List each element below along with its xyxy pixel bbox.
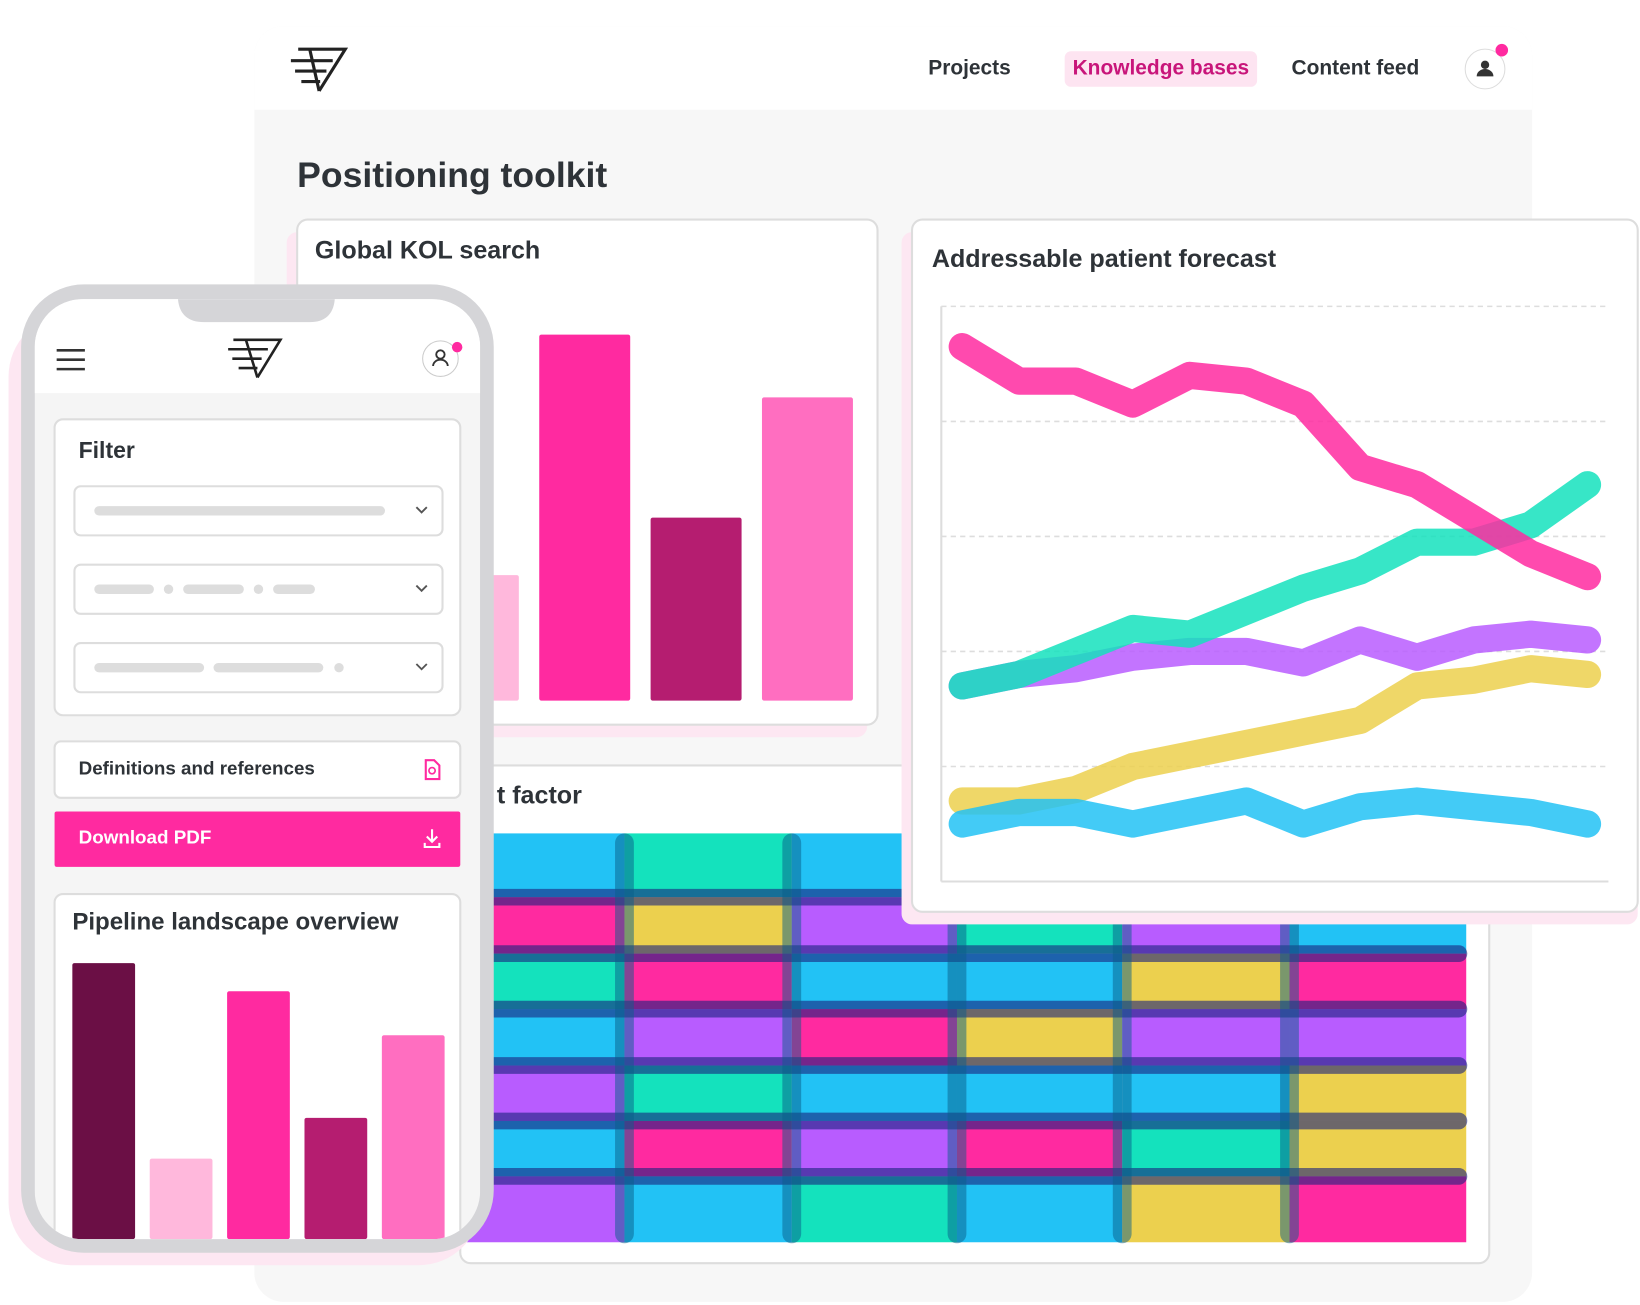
page-title: Positioning toolkit: [297, 155, 607, 195]
logo: [228, 338, 283, 379]
nav-link[interactable]: Projects: [928, 57, 1011, 80]
mobile-phone: Filter Definitions and references Downlo…: [8, 284, 494, 1266]
bar: [381, 1035, 445, 1240]
bar: [650, 517, 742, 701]
dropdown[interactable]: [73, 485, 444, 537]
download-button[interactable]: Download PDF: [54, 811, 461, 867]
bar: [72, 963, 136, 1240]
forecast-card: Addressable patient forecast: [901, 218, 1639, 925]
line-series: [948, 333, 1602, 591]
menu-icon[interactable]: [56, 348, 85, 371]
nav-highlight: [1064, 51, 1258, 87]
bar: [761, 397, 853, 701]
card-title: Global KOL search: [315, 237, 540, 265]
bar: [227, 991, 290, 1240]
bar: [149, 1158, 213, 1240]
bar: [539, 334, 631, 701]
definitions-link[interactable]: Definitions and references: [53, 740, 462, 799]
card-title: t factor: [497, 781, 582, 809]
dropdown[interactable]: [73, 563, 444, 615]
nav-link[interactable]: Knowledge bases: [1073, 57, 1250, 80]
filter-title: Filter: [79, 437, 135, 463]
line-series: [948, 787, 1602, 838]
link-label: Definitions and references: [79, 758, 315, 779]
logo: [290, 47, 349, 92]
bar: [304, 1117, 368, 1240]
dropdown[interactable]: [73, 642, 444, 694]
nav-link[interactable]: Content feed: [1292, 57, 1420, 80]
card-title: Addressable patient forecast: [932, 245, 1277, 273]
button-label: Download PDF: [79, 827, 212, 848]
line-series: [948, 655, 1602, 815]
card-title: Pipeline landscape overview: [72, 909, 398, 936]
